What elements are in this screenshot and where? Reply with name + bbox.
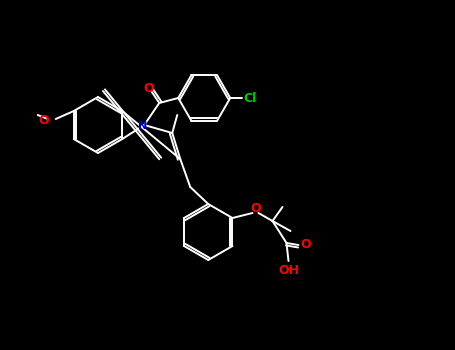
Text: Cl: Cl bbox=[243, 91, 257, 105]
Text: OH: OH bbox=[278, 265, 299, 278]
Text: O: O bbox=[250, 203, 261, 216]
Text: O: O bbox=[143, 82, 153, 95]
Text: N: N bbox=[137, 121, 147, 131]
Text: O: O bbox=[300, 238, 311, 252]
Text: O: O bbox=[38, 114, 49, 127]
